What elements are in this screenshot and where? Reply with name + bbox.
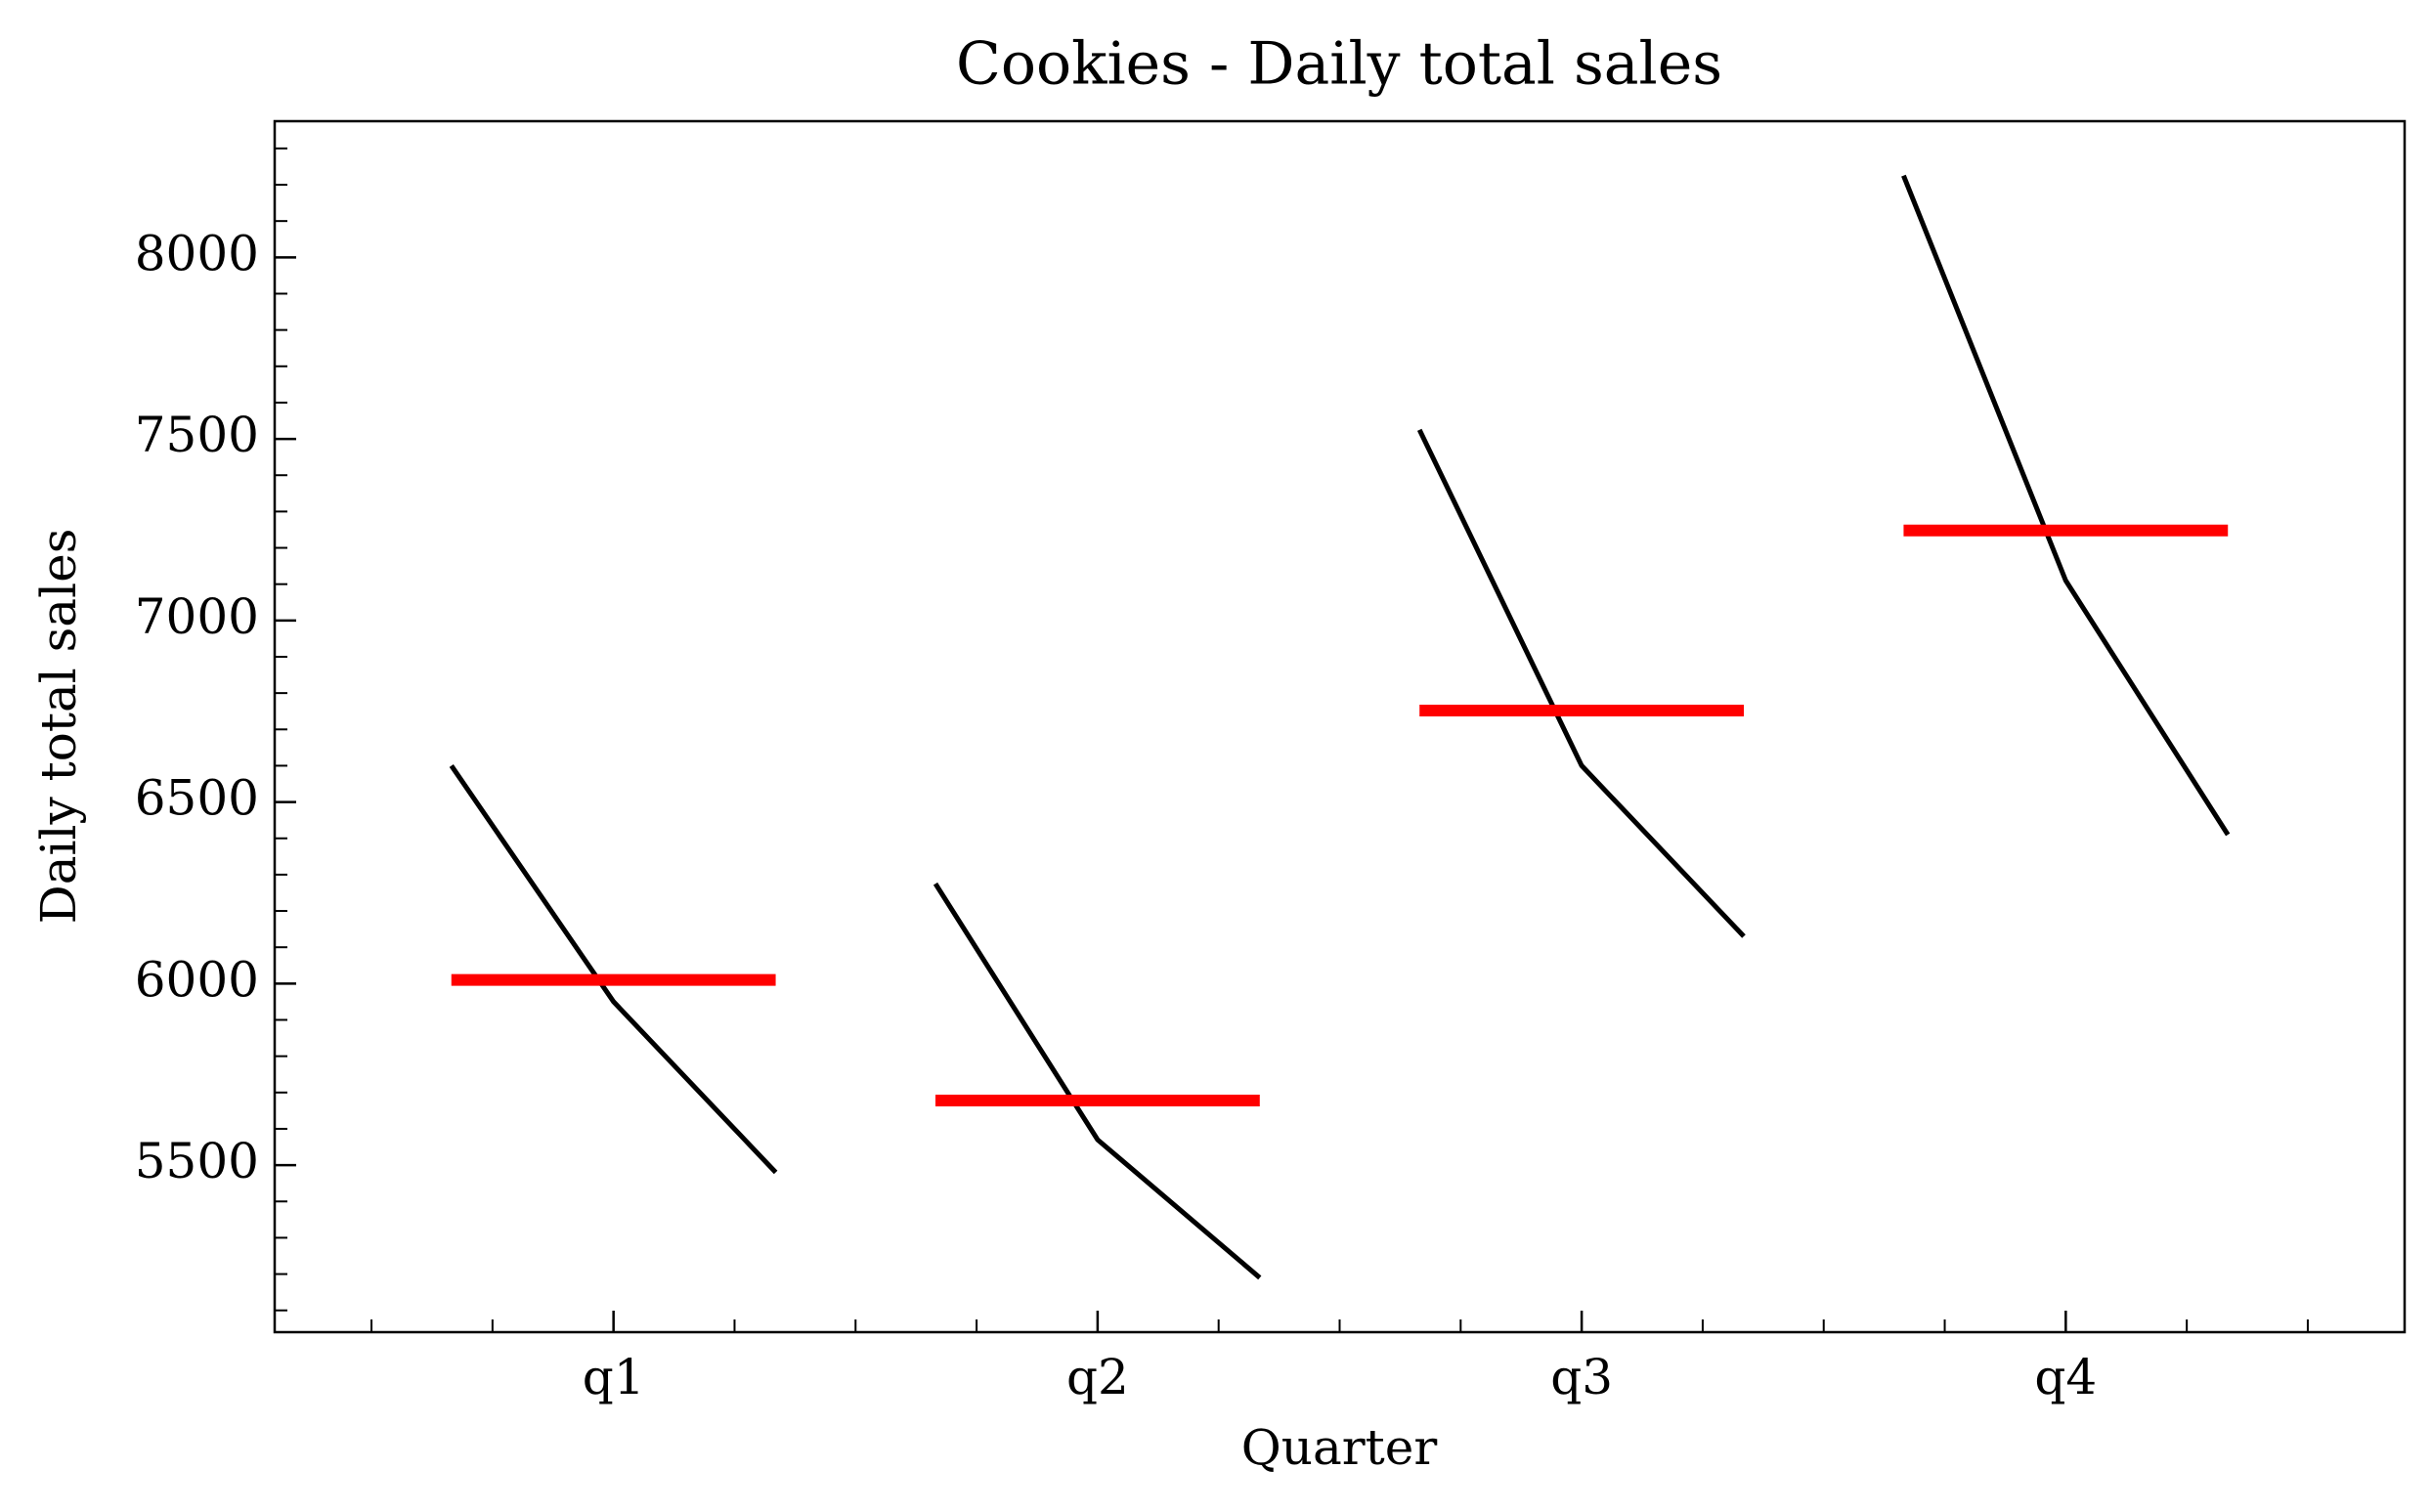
y-tick-label: 8000: [135, 225, 259, 281]
series-line: [1901, 174, 2231, 837]
x-axis-label: Quarter: [1241, 1419, 1438, 1476]
series-line: [1416, 428, 1746, 938]
x-tick-label: q3: [1550, 1349, 1613, 1405]
chart-title: Cookies - Daily total sales: [956, 30, 1722, 99]
x-tick-label: q4: [2034, 1349, 2097, 1405]
y-tick-label: 7000: [135, 588, 259, 645]
x-tick-label: q2: [1066, 1349, 1129, 1405]
y-tick-label: 5500: [135, 1133, 259, 1189]
y-axis-label: Daily total sales: [30, 529, 87, 925]
series-line: [449, 763, 778, 1175]
y-tick-label: 6000: [135, 951, 259, 1008]
series-line: [933, 882, 1262, 1280]
y-tick-label: 7500: [135, 407, 259, 463]
y-tick-label: 6500: [135, 770, 259, 827]
plot-frame: [273, 119, 2407, 1334]
x-tick-label: q1: [583, 1349, 645, 1405]
